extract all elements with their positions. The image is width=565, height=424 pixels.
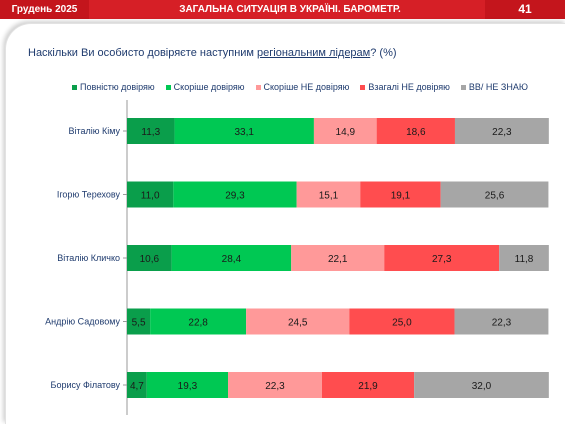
bar-segment xyxy=(174,118,314,144)
bar-segment xyxy=(360,181,441,208)
legend-label: Скоріше НЕ довіряю xyxy=(263,82,350,92)
bar-segment xyxy=(499,245,549,271)
bar-segment xyxy=(454,308,549,335)
data-label: 27,3 xyxy=(432,254,452,265)
data-label: 19,1 xyxy=(391,191,411,202)
header-bar: Грудень 2025 ЗАГАЛЬНА СИТУАЦІЯ В УКРАЇНІ… xyxy=(0,0,565,19)
legend-swatch xyxy=(460,84,466,90)
bar-segment xyxy=(321,372,415,398)
bar-segment xyxy=(313,118,377,144)
bar-segment xyxy=(228,372,322,398)
legend-item: Взагалі НЕ довіряю xyxy=(360,80,450,94)
bar-segment xyxy=(440,181,549,208)
content-panel xyxy=(5,23,565,424)
report-title: ЗАГАЛЬНА СИТУАЦІЯ В УКРАЇНІ. БАРОМЕТР. xyxy=(179,4,401,15)
category-label: Віталію Кличко xyxy=(57,253,120,263)
bar-segment xyxy=(127,118,175,144)
bar-segment xyxy=(376,118,455,144)
data-label: 25,6 xyxy=(485,191,505,202)
bar-segment xyxy=(171,245,292,271)
data-label: 4,7 xyxy=(130,381,144,392)
legend-label: Взагалі НЕ довіряю xyxy=(368,82,450,92)
data-label: 14,9 xyxy=(336,127,356,138)
data-label: 22,1 xyxy=(328,254,348,265)
bar-segment xyxy=(127,308,151,335)
legend-item: Скоріше довіряю xyxy=(165,80,245,94)
question-highlight: регіональним лідерам xyxy=(257,47,371,59)
data-label: 10,6 xyxy=(140,254,160,265)
data-label: 15,1 xyxy=(319,191,339,202)
data-label: 11,8 xyxy=(515,254,534,265)
bar-segment xyxy=(291,245,385,271)
question-title: Наскільки Ви особисто довіряєте наступни… xyxy=(28,47,397,59)
category-label: Ігорю Терехову xyxy=(57,190,121,200)
page-number: 41 xyxy=(485,0,565,19)
bar-segment xyxy=(414,372,549,398)
data-label: 25,0 xyxy=(392,318,412,329)
report-date: Грудень 2025 xyxy=(0,0,89,19)
legend-swatch xyxy=(360,84,366,90)
bar-segment xyxy=(146,372,229,398)
data-label: 22,3 xyxy=(492,318,512,329)
data-label: 19,3 xyxy=(178,381,198,392)
data-label: 28,4 xyxy=(222,254,242,265)
data-label: 32,0 xyxy=(472,381,492,392)
question-text-start: Наскільки Ви особисто довіряєте наступни… xyxy=(28,47,258,59)
data-label: 21,9 xyxy=(358,381,378,392)
bar-segment xyxy=(127,245,172,271)
question-text-end: ? (%) xyxy=(370,47,397,59)
bar-segment xyxy=(349,308,455,335)
legend-swatch xyxy=(72,84,77,90)
legend-label: Скоріше довіряю xyxy=(173,82,245,92)
category-label: Андрію Садовому xyxy=(45,317,120,327)
data-label: 22,3 xyxy=(492,127,512,138)
category-label: Борису Філатову xyxy=(51,380,121,390)
bar-segment xyxy=(246,308,350,335)
data-label: 22,8 xyxy=(188,318,208,329)
chart-legend: Повністю довіряю Скоріше довіряю Скоріше Н… xyxy=(72,80,528,94)
data-label: 5,5 xyxy=(132,318,146,329)
data-label: 33,1 xyxy=(235,127,255,138)
data-label: 29,3 xyxy=(225,191,245,202)
data-label: 18,6 xyxy=(406,127,426,138)
data-label: 11,0 xyxy=(141,191,160,202)
stacked-bar-chart: Віталію Кіму 11,3 33,1 14,9 18,6 22,3 Ігорю Те… xyxy=(45,100,549,415)
bar-segment xyxy=(127,181,174,208)
legend-label: ВВ/ НЕ ЗНАЮ xyxy=(468,82,528,92)
bar-segment xyxy=(173,181,297,208)
legend-item: Повністю довіряю xyxy=(72,80,155,94)
bar-segment xyxy=(150,308,247,335)
data-label: 22,3 xyxy=(265,381,285,392)
bar-segment xyxy=(384,245,500,271)
legend-label: Повністю довіряю xyxy=(80,82,155,92)
bar-segment xyxy=(127,372,147,398)
data-label: 24,5 xyxy=(288,318,308,329)
bar-segment xyxy=(454,118,549,144)
bar-segment xyxy=(296,181,361,208)
legend-item: ВВ/ НЕ ЗНАЮ xyxy=(460,80,528,94)
legend-item: Скоріше НЕ довіряю xyxy=(255,80,350,94)
legend-swatch xyxy=(255,84,261,90)
category-label: Віталію Кіму xyxy=(68,126,120,136)
legend-swatch xyxy=(165,84,171,90)
data-label: 11,3 xyxy=(141,127,160,138)
